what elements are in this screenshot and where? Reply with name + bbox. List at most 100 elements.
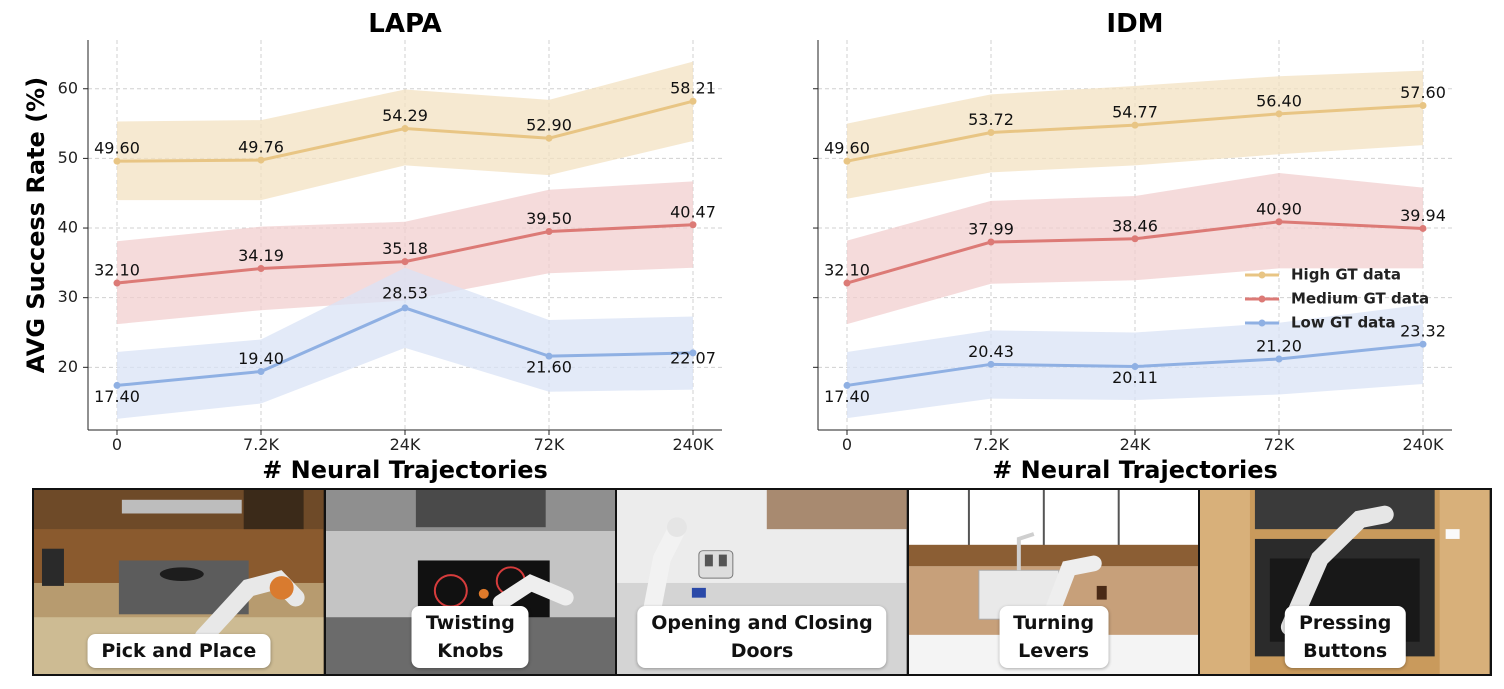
data-label-high: 54.29 bbox=[382, 106, 428, 125]
data-point-high bbox=[113, 157, 121, 165]
charts-figure: 49.60 49.76 54.29 52.90 58.21 32.10 34.19 35.18… bbox=[22, 9, 1452, 484]
x-tick-label: 24K bbox=[390, 435, 421, 454]
caption-opening-closing-doors: Opening and Closing Doors bbox=[637, 606, 887, 668]
confidence-band-medium bbox=[117, 181, 693, 325]
data-label-medium: 40.47 bbox=[670, 202, 716, 221]
data-label-medium: 34.19 bbox=[238, 246, 284, 265]
legend-marker-high bbox=[1258, 271, 1266, 279]
data-label-low: 23.32 bbox=[1400, 322, 1446, 341]
kitchen-oven-image bbox=[1200, 490, 1490, 674]
x-axis-label: # Neural Trajectories bbox=[262, 456, 548, 484]
y-tick-label: 60 bbox=[58, 78, 78, 97]
x-tick-label: 7.2K bbox=[973, 435, 1009, 454]
data-point-medium bbox=[257, 264, 265, 272]
x-axis-label: # Neural Trajectories bbox=[992, 456, 1278, 484]
panel-twisting-knobs: Twisting Knobs bbox=[325, 490, 618, 674]
data-point-medium bbox=[987, 238, 995, 246]
data-point-high bbox=[689, 97, 697, 105]
data-label-medium: 32.10 bbox=[824, 261, 870, 280]
legend-label-medium: Medium GT data bbox=[1291, 290, 1429, 308]
panel-turning-levers: Turning Levers bbox=[908, 490, 1201, 674]
data-label-high: 49.60 bbox=[94, 139, 140, 158]
legend-label-high: High GT data bbox=[1291, 266, 1401, 284]
data-point-low bbox=[1275, 355, 1283, 363]
data-label-high: 58.21 bbox=[670, 79, 716, 98]
data-label-high: 53.72 bbox=[968, 110, 1014, 129]
chart-idm: 49.60 53.72 54.77 56.40 57.60 32.10 37.99 38.46… bbox=[813, 9, 1452, 484]
task-image-strip: Pick and Place Twisting Knobs bbox=[32, 488, 1492, 676]
data-point-high bbox=[843, 157, 851, 165]
x-tick-label: 72K bbox=[534, 435, 565, 454]
caption-twisting-knobs: Twisting Knobs bbox=[411, 606, 529, 668]
caption-turning-levers: Turning Levers bbox=[999, 606, 1109, 668]
x-tick-label: 240K bbox=[1402, 435, 1444, 454]
legend-marker-medium bbox=[1258, 295, 1266, 303]
y-tick-label: 30 bbox=[58, 287, 78, 306]
y-axis-label: AVG Success Rate (%) bbox=[22, 77, 50, 373]
data-point-low bbox=[545, 352, 553, 360]
data-label-low: 28.53 bbox=[382, 283, 428, 302]
data-label-low: 17.40 bbox=[94, 387, 140, 406]
data-point-medium bbox=[1419, 224, 1427, 232]
data-point-high bbox=[1131, 121, 1139, 129]
data-label-high: 52.90 bbox=[526, 116, 572, 135]
data-point-medium bbox=[689, 221, 697, 229]
data-label-medium: 40.90 bbox=[1256, 199, 1302, 218]
caption-pick-and-place: Pick and Place bbox=[87, 634, 271, 668]
data-label-low: 19.40 bbox=[238, 349, 284, 368]
data-label-medium: 39.94 bbox=[1400, 206, 1446, 225]
data-label-medium: 38.46 bbox=[1112, 216, 1158, 235]
y-tick-label: 40 bbox=[58, 218, 78, 237]
data-label-low: 21.60 bbox=[526, 358, 572, 377]
data-point-low bbox=[401, 304, 409, 312]
x-tick-label: 7.2K bbox=[243, 435, 279, 454]
x-tick-label: 240K bbox=[672, 435, 714, 454]
data-label-high: 49.60 bbox=[824, 139, 870, 158]
data-point-medium bbox=[401, 258, 409, 266]
data-label-low: 21.20 bbox=[1256, 336, 1302, 355]
data-point-medium bbox=[1275, 218, 1283, 226]
data-label-medium: 39.50 bbox=[526, 209, 572, 228]
y-tick-label: 50 bbox=[58, 148, 78, 167]
confidence-band-medium bbox=[847, 173, 1423, 325]
y-tick-label: 20 bbox=[58, 357, 78, 376]
data-point-low bbox=[113, 381, 121, 389]
data-label-low: 22.07 bbox=[670, 348, 716, 367]
data-label-low: 20.11 bbox=[1112, 368, 1158, 387]
data-point-high bbox=[1419, 101, 1427, 109]
x-tick-label: 0 bbox=[112, 435, 122, 454]
legend-label-low: Low GT data bbox=[1291, 314, 1396, 332]
data-point-medium bbox=[113, 279, 121, 287]
data-point-low bbox=[689, 349, 697, 357]
confidence-band-low bbox=[847, 304, 1423, 419]
chart-title: LAPA bbox=[368, 9, 441, 39]
data-point-high bbox=[545, 134, 553, 142]
data-point-medium bbox=[1131, 235, 1139, 243]
data-label-high: 54.77 bbox=[1112, 103, 1158, 122]
data-point-high bbox=[401, 125, 409, 133]
confidence-band-low bbox=[117, 267, 693, 419]
data-point-low bbox=[257, 368, 265, 375]
legend-marker-low bbox=[1258, 319, 1266, 327]
data-label-high: 57.60 bbox=[1400, 83, 1446, 102]
data-point-medium bbox=[545, 228, 553, 236]
panel-opening-closing-doors: Opening and Closing Doors bbox=[617, 490, 909, 674]
panel-pressing-buttons: Pressing Buttons bbox=[1200, 490, 1490, 674]
data-label-low: 17.40 bbox=[824, 387, 870, 406]
x-tick-label: 0 bbox=[842, 435, 852, 454]
data-label-high: 49.76 bbox=[238, 138, 284, 157]
data-label-medium: 35.18 bbox=[382, 239, 428, 258]
x-tick-label: 24K bbox=[1120, 435, 1151, 454]
data-point-high bbox=[1275, 110, 1283, 118]
panel-pick-and-place: Pick and Place bbox=[34, 490, 326, 674]
chart-title: IDM bbox=[1106, 9, 1163, 39]
data-point-low bbox=[1131, 363, 1139, 371]
kitchen-stove-image bbox=[34, 490, 324, 674]
data-point-high bbox=[987, 128, 995, 136]
data-label-medium: 32.10 bbox=[94, 261, 140, 280]
data-point-low bbox=[1419, 340, 1427, 348]
chart-lapa: 49.60 49.76 54.29 52.90 58.21 32.10 34.19 35.18… bbox=[22, 9, 722, 484]
data-label-low: 20.43 bbox=[968, 342, 1014, 361]
caption-pressing-buttons: Pressing Buttons bbox=[1284, 606, 1406, 668]
data-point-high bbox=[257, 156, 265, 164]
